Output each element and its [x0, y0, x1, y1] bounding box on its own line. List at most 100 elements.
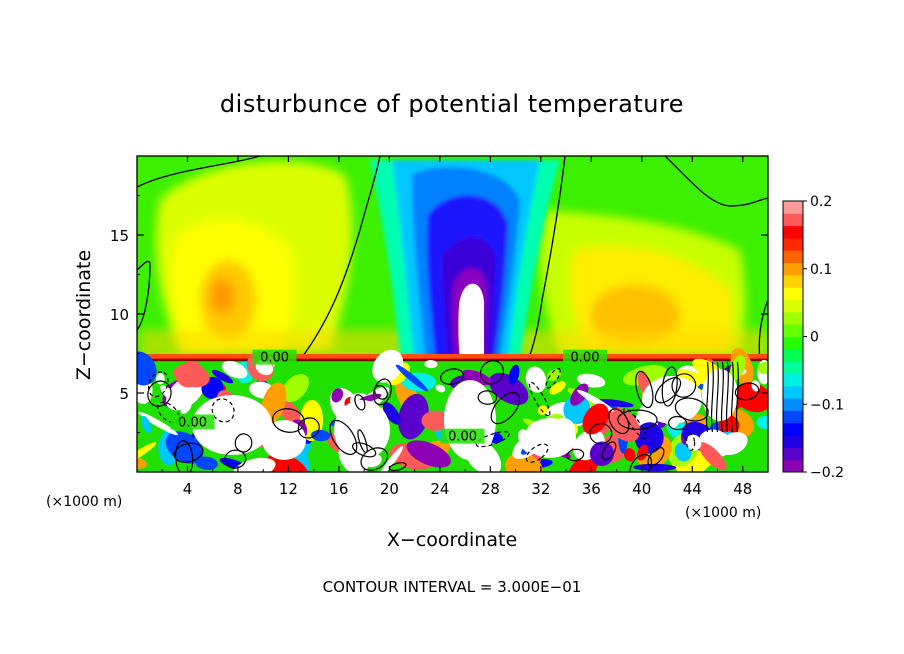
turbulence-patch [331, 388, 344, 403]
contour-line [647, 447, 665, 467]
x-tick-label: 44 [683, 480, 702, 498]
turbulence-patch [406, 440, 451, 468]
turbulence-patch [505, 453, 543, 472]
eddy-patch [334, 400, 390, 460]
turbulence-patch [595, 399, 634, 408]
turbulence-patch [633, 463, 677, 472]
contour-label-bg [252, 349, 297, 365]
contour-line [372, 378, 392, 406]
turbulence-patch [525, 366, 547, 393]
chart-title: disturbunce of potential temperature [220, 90, 684, 118]
colorbar-swatch [783, 447, 803, 461]
contour-line [730, 361, 734, 433]
turbulence-patch [549, 381, 566, 395]
contour-line [354, 394, 366, 411]
turbulence-patch [382, 402, 401, 425]
colorbar-swatch [783, 201, 803, 214]
turbulence-patch [435, 384, 446, 393]
turbulence-patch [211, 369, 234, 384]
x-tick-label: 8 [233, 480, 243, 498]
contour-line [545, 368, 561, 389]
contour-labels: 0.00 0.00 0.00 0.00 [170, 349, 608, 445]
contour-line [528, 381, 551, 417]
turbulence-patch [176, 361, 204, 388]
contour-line [720, 361, 724, 433]
turbulence-patch [310, 429, 331, 442]
x-tick-label: 32 [531, 480, 550, 498]
eddy-patch [262, 420, 306, 460]
colorbar-swatch [783, 336, 803, 350]
contour-line [671, 373, 697, 398]
contour-line [352, 442, 377, 458]
y-tick-label: 15 [110, 227, 129, 245]
contour-interval-footer: CONTOUR INTERVAL = 3.000E−01 [323, 578, 582, 596]
contour-line [705, 361, 709, 433]
colorbar-tick-label: 0.2 [810, 194, 832, 210]
colorbar-tick-label: −0.2 [810, 465, 844, 481]
colorbar-swatch [783, 225, 803, 239]
turbulence-patch [160, 385, 181, 405]
x-tick-label: 4 [183, 480, 193, 498]
contour-line [589, 422, 613, 445]
colorbar-swatch [783, 435, 803, 448]
x-tick-label: 28 [481, 480, 500, 498]
colorbar-swatch [783, 410, 803, 424]
turbulence-patch [698, 442, 727, 471]
contour-line [440, 368, 464, 385]
turbulence-patch [424, 360, 438, 369]
contour-label: 0.00 [260, 351, 289, 366]
contour-line [566, 448, 585, 462]
turbulence-patch [756, 415, 768, 430]
turbulence-patch [570, 383, 589, 406]
turbulence-patch [137, 442, 157, 467]
contour-line [617, 409, 658, 430]
y-axis-label: Z−coordinate [73, 250, 95, 380]
turbulence-patch [137, 351, 157, 386]
x-axis-label: X−coordinate [387, 529, 517, 551]
contour-line [374, 385, 389, 400]
turbulence-patch [537, 405, 548, 416]
colorbar-tick-label: −0.1 [810, 397, 844, 413]
colorbar-swatch [783, 361, 803, 374]
colorbar: 0.2 0.1 0 −0.1 −0.2 [782, 194, 844, 481]
contour-label: 0.00 [178, 415, 207, 430]
contour-label: 0.00 [571, 351, 600, 366]
contour-line [329, 419, 358, 456]
x-tick-label: 24 [430, 480, 449, 498]
contour-label: 0.00 [448, 430, 477, 445]
x-tick-label: 36 [582, 480, 601, 498]
x-unit-label-right: (×1000 m) [685, 505, 761, 521]
contour-line [715, 361, 719, 433]
contour-line [224, 449, 247, 469]
colorbar-swatch [783, 398, 803, 411]
x-tick-label: 40 [632, 480, 651, 498]
contour-line [623, 408, 647, 440]
contour-line [710, 361, 714, 433]
colorbar-swatch [783, 459, 803, 473]
turbulence-patch [582, 403, 609, 435]
colorbar-swatch [783, 422, 803, 436]
colorbar-swatch [783, 348, 803, 362]
turbulence-patch [508, 364, 520, 385]
contour-label-bg [440, 428, 485, 444]
colorbar-swatch [783, 324, 803, 337]
colorbar-swatch [783, 262, 803, 276]
x-tick-label: 16 [329, 480, 348, 498]
contour-line [297, 417, 320, 439]
turbulence-patch [751, 380, 760, 392]
colorbar-swatch [783, 237, 803, 251]
turbulence-patch [623, 448, 636, 462]
contour-line [601, 441, 617, 461]
turbulence-patch [141, 415, 152, 434]
contour-line [674, 397, 709, 422]
contour-line [357, 429, 368, 454]
contour-line [685, 433, 696, 451]
turbulence-patch [398, 393, 429, 440]
contour-line [477, 390, 498, 405]
contour-line [173, 442, 204, 463]
x-tick-label: 48 [733, 480, 752, 498]
eddy-patch [524, 418, 576, 458]
x-tick-label: 12 [279, 480, 298, 498]
colorbar-tick-label: 0 [810, 330, 819, 346]
